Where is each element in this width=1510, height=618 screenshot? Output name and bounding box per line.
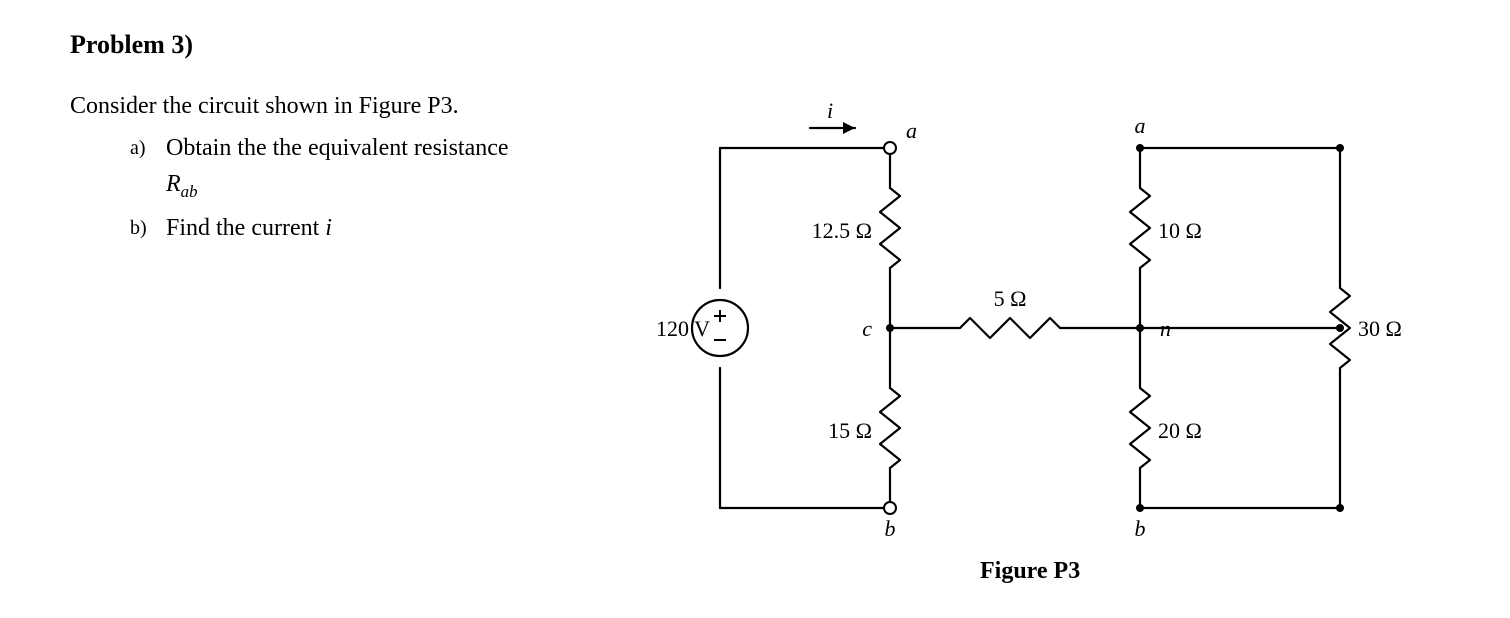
part-a-letter: a) — [130, 130, 166, 204]
source-label: 120 V — [656, 316, 710, 341]
circuit-diagram: 120 V i a b 12.5 Ω — [660, 88, 1440, 588]
part-b: b) Find the current i — [130, 210, 660, 246]
current-label: i — [827, 98, 833, 123]
part-a: a) Obtain the the equivalent resistance … — [130, 130, 660, 204]
parts-list: a) Obtain the the equivalent resistance … — [130, 130, 660, 246]
node-b-right: b — [1135, 516, 1146, 541]
node-a-left: a — [906, 118, 917, 143]
page: Problem 3) Consider the circuit shown in… — [0, 0, 1510, 618]
terminal-a-left — [884, 142, 896, 154]
node-b-left: b — [885, 516, 896, 541]
part-a-text: Obtain the the equivalent resistance Rab — [166, 130, 660, 204]
problem-title: Problem 3) — [70, 30, 1440, 60]
r3-label: 5 Ω — [994, 286, 1027, 311]
part-b-text: Find the current i — [166, 210, 660, 246]
r5-label: 20 Ω — [1158, 418, 1202, 443]
text-column: Consider the circuit shown in Figure P3.… — [70, 88, 660, 252]
r6-label: 30 Ω — [1358, 316, 1402, 341]
part-b-letter: b) — [130, 210, 166, 246]
figure-caption: Figure P3 — [980, 558, 1080, 585]
r4-label: 10 Ω — [1158, 218, 1202, 243]
terminal-b-left — [884, 502, 896, 514]
node-a-right: a — [1135, 113, 1146, 138]
node-c: c — [862, 316, 872, 341]
content-row: Consider the circuit shown in Figure P3.… — [70, 88, 1440, 593]
r2-label: 15 Ω — [828, 418, 872, 443]
rab-symbol: Rab — [166, 171, 197, 197]
intro-text: Consider the circuit shown in Figure P3. — [70, 88, 660, 124]
figure-column: 120 V i a b 12.5 Ω — [660, 88, 1440, 593]
r1-label: 12.5 Ω — [812, 218, 872, 243]
